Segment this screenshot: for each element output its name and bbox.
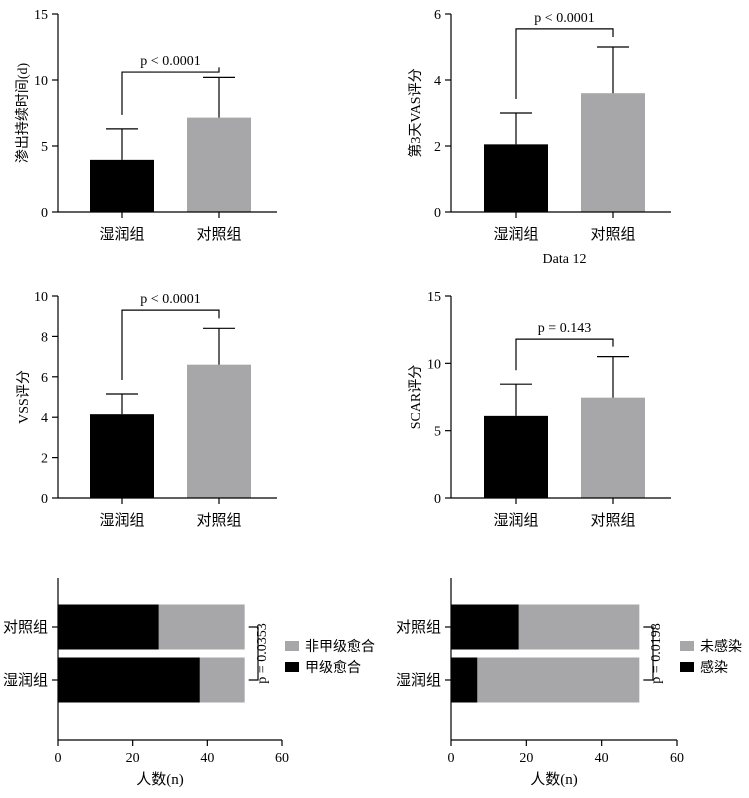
bar-segment-非甲级愈合 bbox=[158, 604, 245, 650]
significance-bracket bbox=[248, 626, 259, 681]
x-axis-label: 人数(n) bbox=[530, 771, 578, 788]
bar-segment-感染 bbox=[451, 657, 478, 703]
y-tick-label: 15 bbox=[427, 290, 441, 305]
y-tick-label: 6 bbox=[434, 8, 441, 23]
y-tick-label: 5 bbox=[434, 425, 441, 440]
y-tick-label: 10 bbox=[34, 290, 48, 305]
bar-湿润组 bbox=[90, 414, 154, 498]
x-axis-label: Data 12 bbox=[543, 252, 587, 267]
y-tick-label: 5 bbox=[41, 140, 48, 155]
significance-bracket bbox=[643, 626, 654, 681]
bar-chart-4: 0 5 10 15 湿润组 对照组 SCAR评分 p = 0.143 bbox=[408, 290, 671, 529]
significance-label: p < 0.0001 bbox=[140, 292, 200, 307]
bar-湿润组 bbox=[484, 415, 548, 498]
x-tick-label: 湿润组 bbox=[99, 512, 144, 529]
bar-segment-甲级愈合 bbox=[58, 604, 159, 650]
y-axis-label: VSS评分 bbox=[16, 370, 32, 424]
significance-label: p = 0.0353 bbox=[255, 623, 270, 683]
y-tick-label: 10 bbox=[34, 74, 48, 89]
y-tick-label: 6 bbox=[41, 371, 48, 386]
y-tick-label: 4 bbox=[41, 411, 48, 426]
y-tick-label: 4 bbox=[434, 74, 441, 89]
x-tick-label: 40 bbox=[200, 751, 214, 766]
x-tick-label: 40 bbox=[595, 751, 609, 766]
y-tick-label: 对照组 bbox=[3, 619, 48, 636]
legend-label: 感染 bbox=[700, 659, 728, 676]
y-tick-label: 10 bbox=[427, 357, 441, 372]
y-tick-label: 湿润组 bbox=[3, 672, 48, 689]
bar-segment-非甲级愈合 bbox=[199, 657, 245, 703]
bar-segment-未感染 bbox=[518, 604, 640, 650]
y-tick-label: 0 bbox=[434, 492, 441, 507]
y-tick-label: 湿润组 bbox=[396, 672, 441, 689]
significance-label: p = 0.0198 bbox=[649, 623, 664, 683]
x-tick-label: 对照组 bbox=[196, 226, 241, 243]
legend-swatch bbox=[680, 662, 694, 672]
significance-bracket bbox=[515, 28, 614, 99]
y-axis-label: SCAR评分 bbox=[408, 365, 424, 430]
y-tick-label: 0 bbox=[41, 206, 48, 221]
y-tick-label: 2 bbox=[41, 452, 48, 467]
bar-chart-3: 0 2 4 6 8 10 湿润组 对照组 VSS评分 p < 0.0001 bbox=[16, 290, 277, 529]
bar-segment-感染 bbox=[451, 604, 519, 650]
legend-swatch bbox=[680, 641, 694, 651]
x-tick-label: 0 bbox=[55, 751, 62, 766]
x-tick-label: 60 bbox=[670, 751, 684, 766]
legend-label: 未感染 bbox=[700, 638, 742, 655]
y-axis-label: 第3天VAS评分 bbox=[407, 68, 424, 157]
significance-label: p < 0.0001 bbox=[140, 54, 200, 69]
x-tick-label: 20 bbox=[126, 751, 140, 766]
y-tick-label: 对照组 bbox=[396, 619, 441, 636]
legend-swatch bbox=[285, 662, 299, 672]
x-tick-label: 对照组 bbox=[196, 512, 241, 529]
bar-chart-2: 0 2 4 6 湿润组 对照组 第3天VAS评分 Data 12 p < 0.0001 bbox=[407, 8, 671, 267]
bar-segment-未感染 bbox=[477, 657, 640, 703]
y-tick-label: 8 bbox=[41, 330, 48, 345]
legend-label: 非甲级愈合 bbox=[305, 639, 375, 655]
y-tick-label: 0 bbox=[434, 206, 441, 221]
y-axis-label: 渗出持续时间(d) bbox=[14, 63, 31, 164]
bar-chart-1: 0 5 10 15 湿润组 对照组 渗出持续时间(d) p < 0.0001 bbox=[14, 8, 277, 243]
significance-bracket bbox=[121, 67, 220, 115]
x-axis-label: 人数(n) bbox=[136, 771, 184, 788]
y-tick-label: 0 bbox=[41, 492, 48, 507]
legend-swatch bbox=[285, 641, 299, 651]
bar-对照组 bbox=[187, 364, 251, 498]
x-tick-label: 60 bbox=[275, 751, 289, 766]
x-tick-label: 0 bbox=[448, 751, 455, 766]
bar-对照组 bbox=[187, 117, 251, 212]
significance-label: p < 0.0001 bbox=[534, 11, 594, 26]
x-tick-label: 湿润组 bbox=[493, 226, 538, 243]
x-tick-label: 20 bbox=[519, 751, 533, 766]
x-tick-label: 对照组 bbox=[590, 226, 635, 243]
significance-label: p = 0.143 bbox=[538, 321, 591, 336]
x-tick-label: 对照组 bbox=[590, 512, 635, 529]
bar-对照组 bbox=[581, 93, 645, 212]
significance-bracket bbox=[515, 338, 614, 371]
y-tick-label: 2 bbox=[434, 140, 441, 155]
legend-label: 甲级愈合 bbox=[305, 660, 361, 676]
bar-segment-甲级愈合 bbox=[58, 657, 200, 703]
bar-对照组 bbox=[581, 397, 645, 498]
bar-湿润组 bbox=[484, 144, 548, 212]
y-tick-label: 15 bbox=[34, 8, 48, 23]
significance-bracket bbox=[121, 309, 220, 380]
x-tick-label: 湿润组 bbox=[99, 226, 144, 243]
bar-湿润组 bbox=[90, 159, 154, 212]
x-tick-label: 湿润组 bbox=[493, 512, 538, 529]
